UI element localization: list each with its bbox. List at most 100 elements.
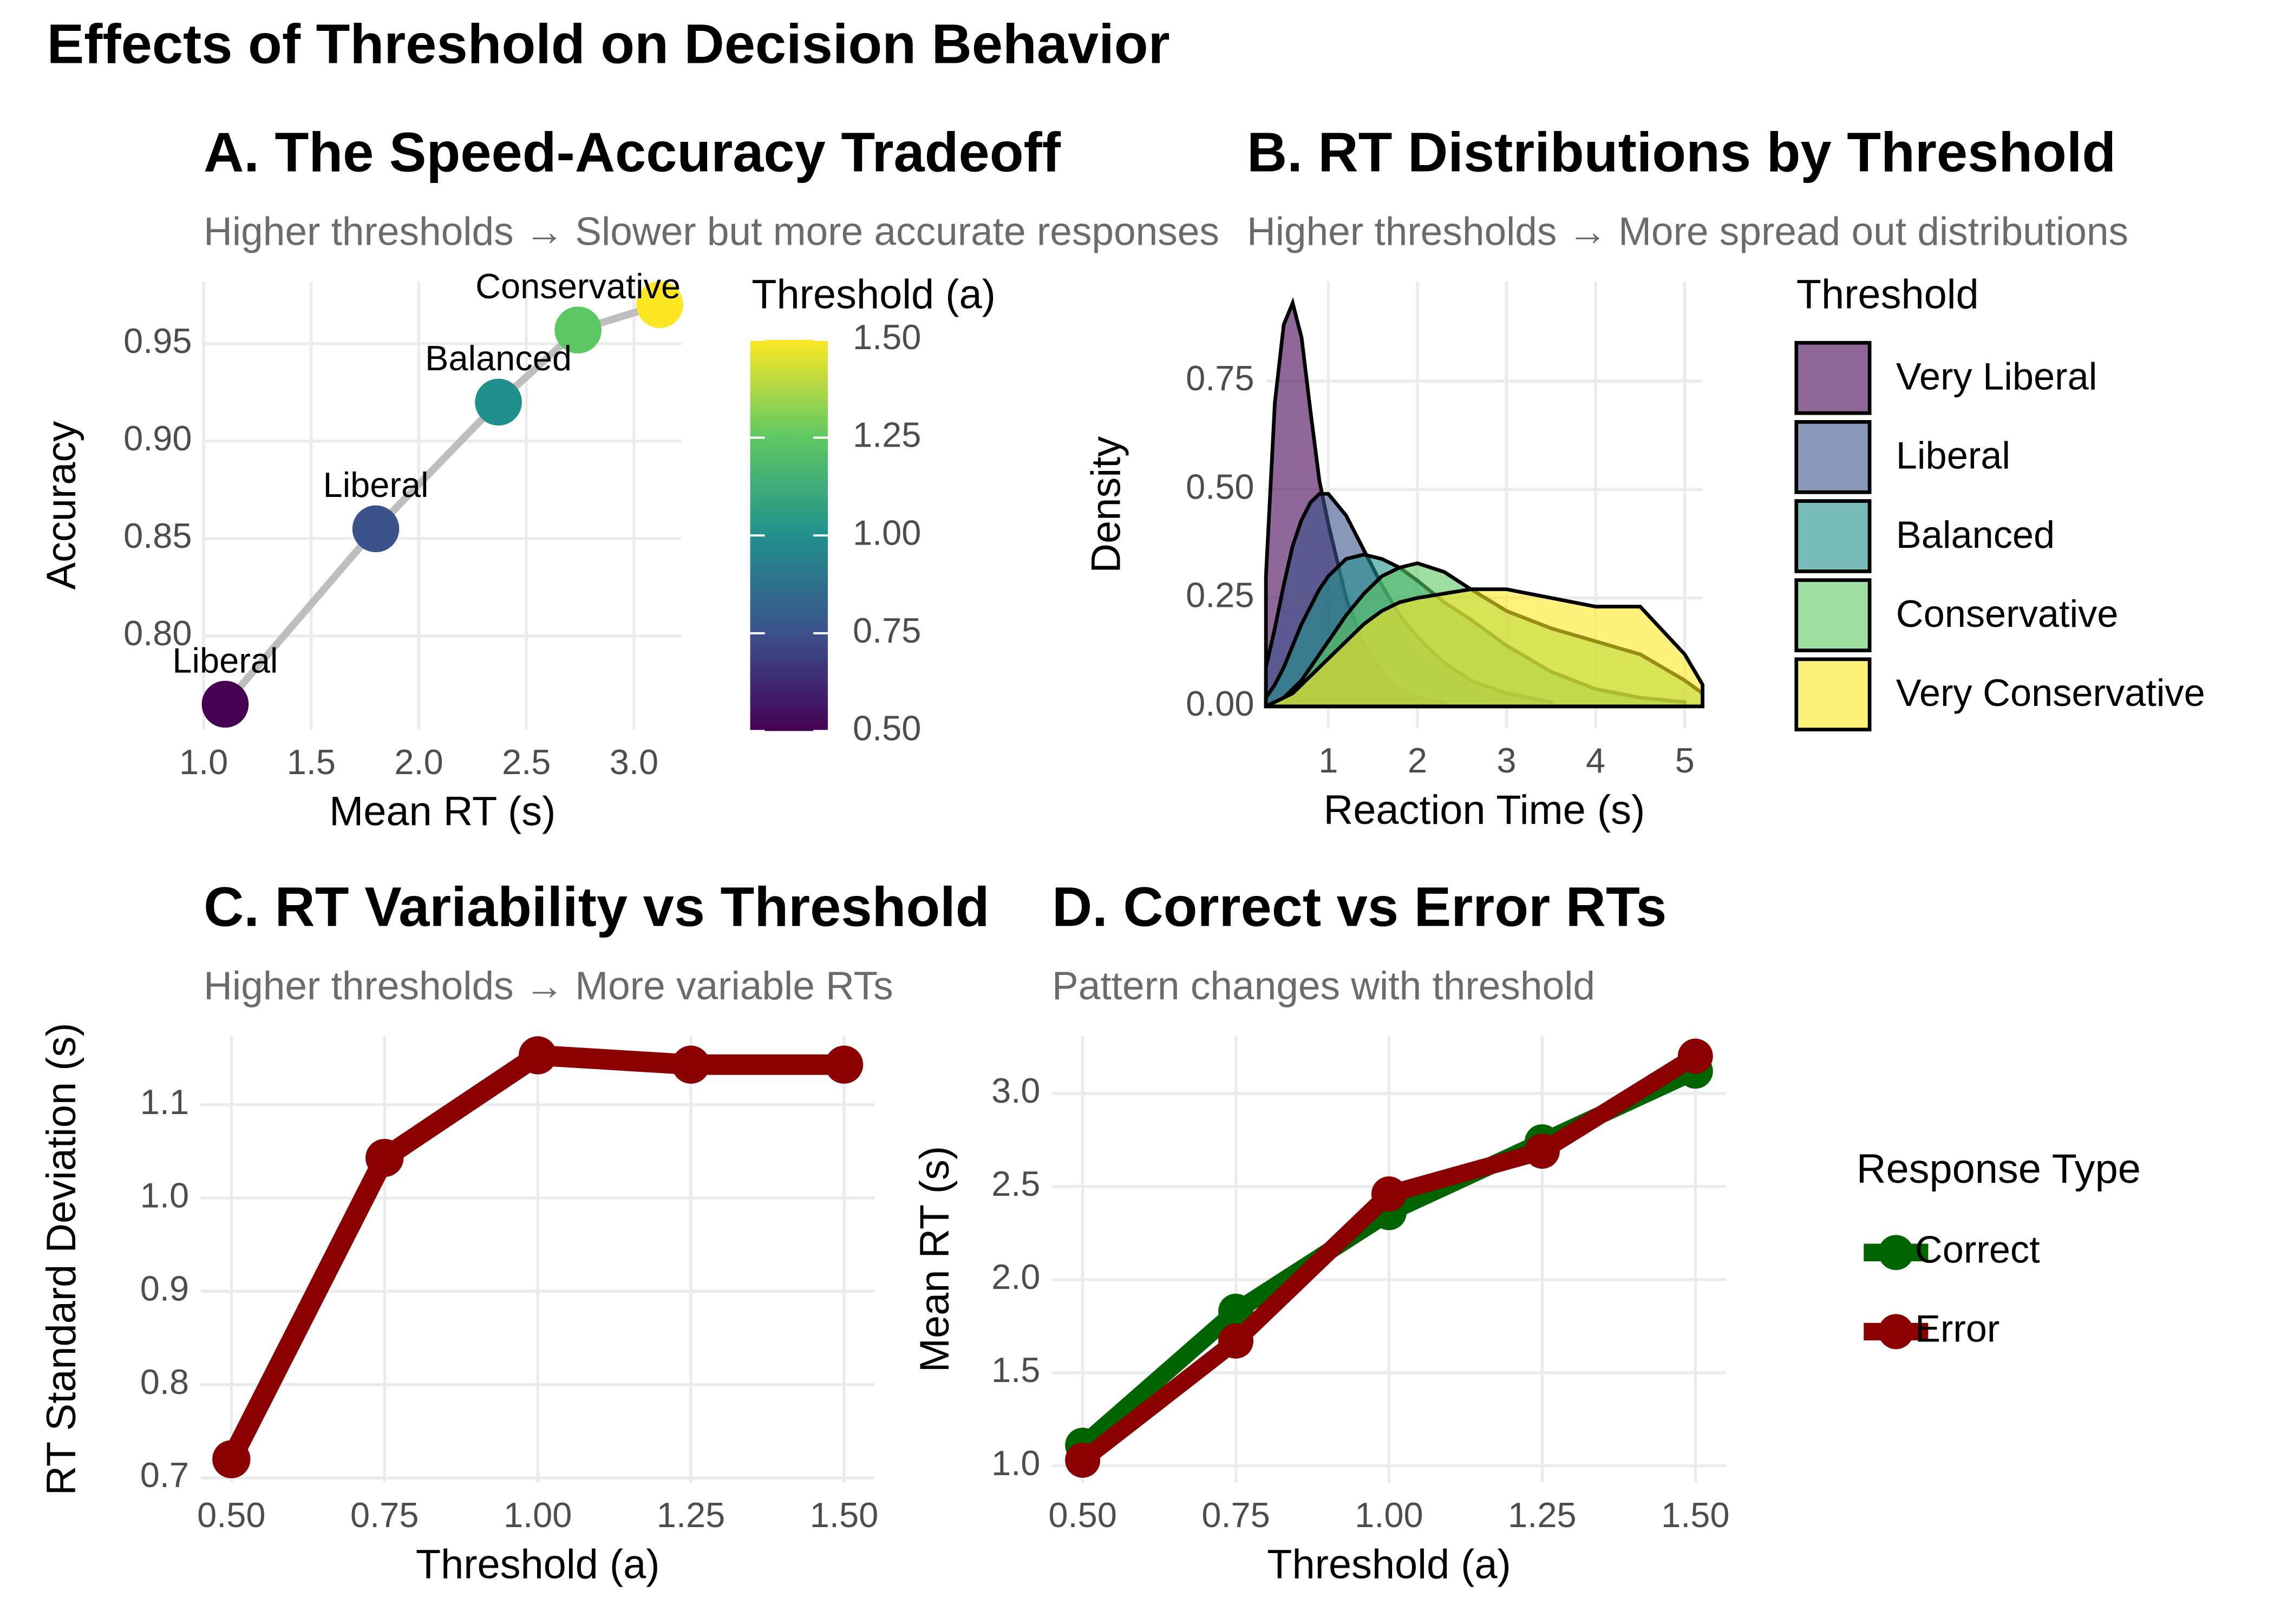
y-tick-label: 3.0 [991, 1071, 1040, 1110]
y-axis-title: Mean RT (s) [912, 1146, 958, 1372]
point-label: Balanced [425, 338, 572, 378]
x-tick-label: 1.50 [1661, 1495, 1729, 1535]
legend-key-point [1878, 1314, 1914, 1350]
colorbar-label: 0.75 [853, 611, 921, 650]
x-tick-label: 1.50 [810, 1495, 878, 1535]
legend-title: Threshold [1796, 271, 1979, 317]
legend-label: Very Liberal [1896, 355, 2097, 397]
panel-title: D. Correct vs Error RTs [1052, 875, 1667, 938]
point-label: Liberal [172, 640, 278, 680]
y-axis-title: Accuracy [38, 421, 84, 590]
colorbar-label: 1.25 [853, 415, 921, 455]
y-tick-label: 0.85 [123, 516, 192, 555]
point [1371, 1176, 1407, 1212]
x-tick-label: 5 [1675, 741, 1695, 780]
point [212, 1440, 251, 1478]
x-tick-label: 0.75 [1201, 1495, 1270, 1535]
legend-title: Threshold (a) [752, 271, 996, 317]
panel-subtitle: Higher thresholds → Slower but more accu… [204, 209, 1219, 253]
y-tick-label: 1.1 [140, 1082, 189, 1122]
panel-subtitle: Pattern changes with threshold [1052, 964, 1595, 1008]
x-tick-label: 0.50 [1048, 1495, 1116, 1535]
point [671, 1045, 710, 1084]
colorbar-label: 1.00 [853, 513, 921, 552]
legend-label: Conservative [1896, 592, 2119, 635]
point [1065, 1442, 1101, 1478]
legend-key-point [1878, 1235, 1914, 1271]
x-tick-label: 3.0 [610, 742, 658, 782]
x-tick-label: 1.25 [1508, 1495, 1576, 1535]
y-tick-label: 0.75 [1186, 358, 1254, 398]
x-tick-label: 3 [1497, 741, 1516, 780]
point [554, 306, 602, 353]
x-tick-label: 1.00 [1355, 1495, 1423, 1535]
x-tick-label: 1.25 [657, 1495, 725, 1535]
panel-subtitle: Higher thresholds → More variable RTs [204, 964, 893, 1008]
colorbar-label: 0.50 [853, 709, 921, 748]
point [1524, 1134, 1560, 1169]
point [1218, 1293, 1254, 1329]
y-tick-label: 0.25 [1186, 575, 1254, 615]
y-tick-label: 0.8 [140, 1362, 189, 1402]
point-label: Liberal [323, 465, 429, 505]
point-label: Conservative [475, 266, 681, 306]
y-tick-label: 0.7 [140, 1455, 189, 1495]
legend-key [1794, 340, 1872, 415]
legend-key [1794, 499, 1872, 573]
point [1218, 1323, 1254, 1359]
x-tick-label: 0.75 [350, 1495, 419, 1535]
y-axis-title: RT Standard Deviation (s) [38, 1023, 84, 1495]
y-tick-label: 1.5 [991, 1350, 1040, 1390]
legend-label: Balanced [1896, 513, 2055, 556]
point [518, 1036, 557, 1075]
panel-title: B. RT Distributions by Threshold [1247, 121, 2116, 184]
x-tick-label: 1.5 [287, 742, 336, 782]
figure-title: Effects of Threshold on Decision Behavio… [47, 12, 1170, 75]
legend-label: Liberal [1896, 434, 2010, 477]
x-tick-label: 1 [1318, 741, 1338, 780]
x-tick-label: 1.0 [179, 742, 228, 782]
x-tick-label: 4 [1586, 741, 1605, 780]
density-area [1265, 587, 1704, 709]
point [1677, 1038, 1713, 1074]
legend-title: Response Type [1857, 1146, 2141, 1192]
point [825, 1045, 864, 1084]
point [636, 281, 683, 329]
y-tick-label: 0.90 [123, 418, 192, 458]
legend-key [1794, 657, 1872, 732]
x-tick-label: 2.5 [502, 742, 551, 782]
legend-label: Error [1915, 1307, 1999, 1350]
x-tick-label: 2 [1408, 741, 1427, 780]
legend-key [1794, 578, 1872, 652]
point [201, 680, 249, 728]
point [475, 378, 522, 426]
y-tick-label: 0.9 [140, 1269, 189, 1308]
x-tick-label: 1.00 [504, 1495, 572, 1535]
legend-label: Very Conservative [1896, 671, 2205, 714]
panel-subtitle: Higher thresholds → More spread out dist… [1247, 209, 2128, 253]
y-tick-label: 0.95 [123, 321, 192, 361]
panel-title: C. RT Variability vs Threshold [204, 875, 989, 938]
y-tick-label: 1.0 [140, 1175, 189, 1215]
point [365, 1138, 404, 1177]
x-axis-title: Reaction Time (s) [1324, 787, 1645, 833]
x-tick-label: 2.0 [394, 742, 443, 782]
legend-label: Correct [1915, 1228, 2040, 1271]
y-tick-label: 2.0 [991, 1257, 1040, 1296]
y-tick-label: 0.80 [123, 613, 192, 653]
x-axis-title: Threshold (a) [1267, 1542, 1511, 1588]
x-tick-label: 0.50 [197, 1495, 265, 1535]
y-tick-label: 2.5 [991, 1164, 1040, 1203]
y-tick-label: 0.50 [1186, 467, 1254, 506]
x-axis-title: Threshold (a) [416, 1542, 660, 1588]
y-tick-label: 1.0 [991, 1443, 1040, 1483]
colorbar-label: 1.50 [853, 317, 921, 357]
legend-key [1794, 420, 1872, 494]
y-axis-title: Density [1083, 436, 1129, 573]
panel-title: A. The Speed-Accuracy Tradeoff [204, 121, 1061, 184]
x-axis-title: Mean RT (s) [329, 789, 556, 835]
y-tick-label: 0.00 [1186, 684, 1254, 723]
